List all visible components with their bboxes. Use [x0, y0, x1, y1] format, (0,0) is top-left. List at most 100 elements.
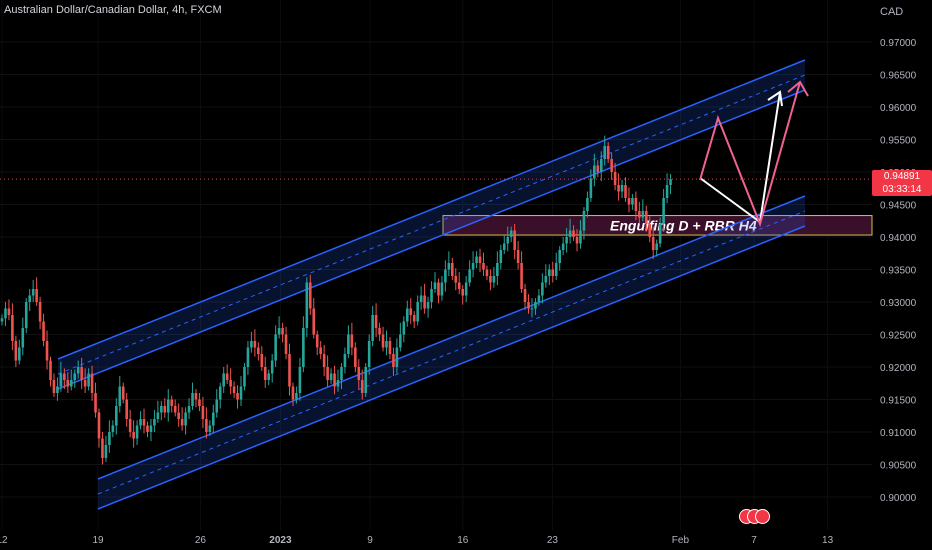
upper-band-edge — [57, 89, 806, 390]
lower-band-edge — [97, 225, 806, 510]
candle-body — [135, 425, 139, 439]
candle-body — [437, 282, 440, 296]
candle-body — [502, 243, 506, 250]
candle-body — [551, 269, 555, 276]
candle-body — [142, 419, 146, 426]
candle-body — [669, 179, 672, 185]
candle-body — [416, 302, 419, 322]
candle-body — [568, 230, 572, 237]
candle-body — [45, 341, 49, 361]
time-tick-label: 2023 — [269, 535, 292, 546]
candle-body — [263, 367, 267, 380]
candle-body — [222, 373, 225, 387]
candle-body — [381, 334, 385, 348]
candle-body — [24, 302, 28, 328]
candle-body — [374, 315, 378, 328]
candle-body — [641, 211, 645, 218]
candle-body — [658, 224, 662, 244]
candle-body — [419, 295, 423, 302]
candle-body — [367, 341, 371, 367]
time-axis[interactable]: 12 19 26 2023 9 16 23 Feb 7 13 — [0, 535, 834, 546]
candle-body — [651, 237, 655, 250]
candle-body — [426, 302, 430, 309]
candle-body — [423, 295, 426, 309]
candle-body — [243, 367, 246, 387]
candle-body — [354, 347, 357, 367]
price-axis[interactable]: 0.90000 0.90500 0.91000 0.91500 0.92000 0.925… — [880, 38, 917, 504]
ascending-channel — [57, 59, 806, 510]
candle-body — [108, 432, 111, 445]
candle-body — [56, 386, 59, 393]
candle-body — [236, 393, 239, 400]
candle-body — [471, 263, 475, 270]
candle-body — [620, 185, 624, 192]
candle-body — [295, 393, 298, 400]
candle-body — [603, 146, 607, 159]
price-tick-label: 0.93500 — [880, 266, 917, 277]
candle-body — [347, 334, 350, 354]
event-flag-icon[interactable] — [755, 509, 770, 524]
candle-body — [329, 373, 333, 380]
candle-body — [184, 412, 187, 426]
candle-body — [554, 263, 558, 276]
price-tick-label: 0.94500 — [880, 201, 917, 212]
candle-body — [624, 185, 627, 198]
candle-body — [69, 380, 73, 387]
price-tick-label: 0.92000 — [880, 363, 917, 374]
candle-body — [547, 269, 551, 276]
price-tick-label: 0.94000 — [880, 233, 917, 244]
candle-body — [516, 250, 520, 263]
candle-body — [97, 412, 101, 439]
lower-band-midline — [97, 210, 806, 495]
candle-body — [121, 386, 125, 400]
price-tick-label: 0.92500 — [880, 331, 917, 342]
price-tick-label: 0.97000 — [880, 38, 917, 49]
candle-body — [288, 354, 291, 387]
candle-body — [115, 406, 118, 426]
candle-body — [312, 308, 316, 335]
candle-body — [246, 347, 250, 367]
candle-body — [610, 159, 613, 172]
candle-body — [208, 425, 212, 432]
candle-body — [298, 367, 302, 393]
candle-body — [485, 269, 489, 276]
candle-body — [499, 250, 503, 263]
candle-body — [385, 341, 388, 348]
price-tick-label: 0.91000 — [880, 428, 917, 439]
candle-body — [541, 282, 544, 296]
candle-body — [565, 237, 568, 244]
candle-body — [402, 321, 406, 335]
candle-body — [662, 198, 665, 224]
candle-body — [118, 386, 122, 406]
candle-body — [225, 373, 229, 380]
candle-body — [665, 185, 669, 198]
candle-body — [281, 328, 284, 335]
candle-body — [447, 263, 451, 270]
candle-body — [350, 334, 354, 348]
candle-body — [4, 308, 7, 319]
candle-body — [513, 230, 516, 250]
candle-body — [35, 289, 38, 302]
time-tick-label: 9 — [367, 535, 373, 546]
candle-body — [139, 419, 142, 426]
candle-body — [409, 308, 413, 315]
candle-body — [14, 341, 18, 361]
candle-body — [457, 282, 461, 289]
candle-body — [284, 334, 288, 354]
candle-body — [634, 198, 638, 211]
candle-body — [31, 289, 35, 296]
event-flags[interactable] — [739, 508, 773, 524]
candle-body — [492, 276, 496, 283]
candle-body — [558, 250, 561, 263]
candle-body — [305, 282, 309, 328]
candle-body — [42, 321, 45, 341]
candle-body — [371, 315, 374, 341]
candle-body — [464, 282, 468, 296]
candle-body — [201, 406, 205, 419]
candle-body — [399, 334, 402, 348]
candle-body — [90, 373, 94, 393]
candle-body — [125, 399, 129, 419]
candle-body — [0, 318, 4, 322]
candle-body — [198, 399, 201, 406]
